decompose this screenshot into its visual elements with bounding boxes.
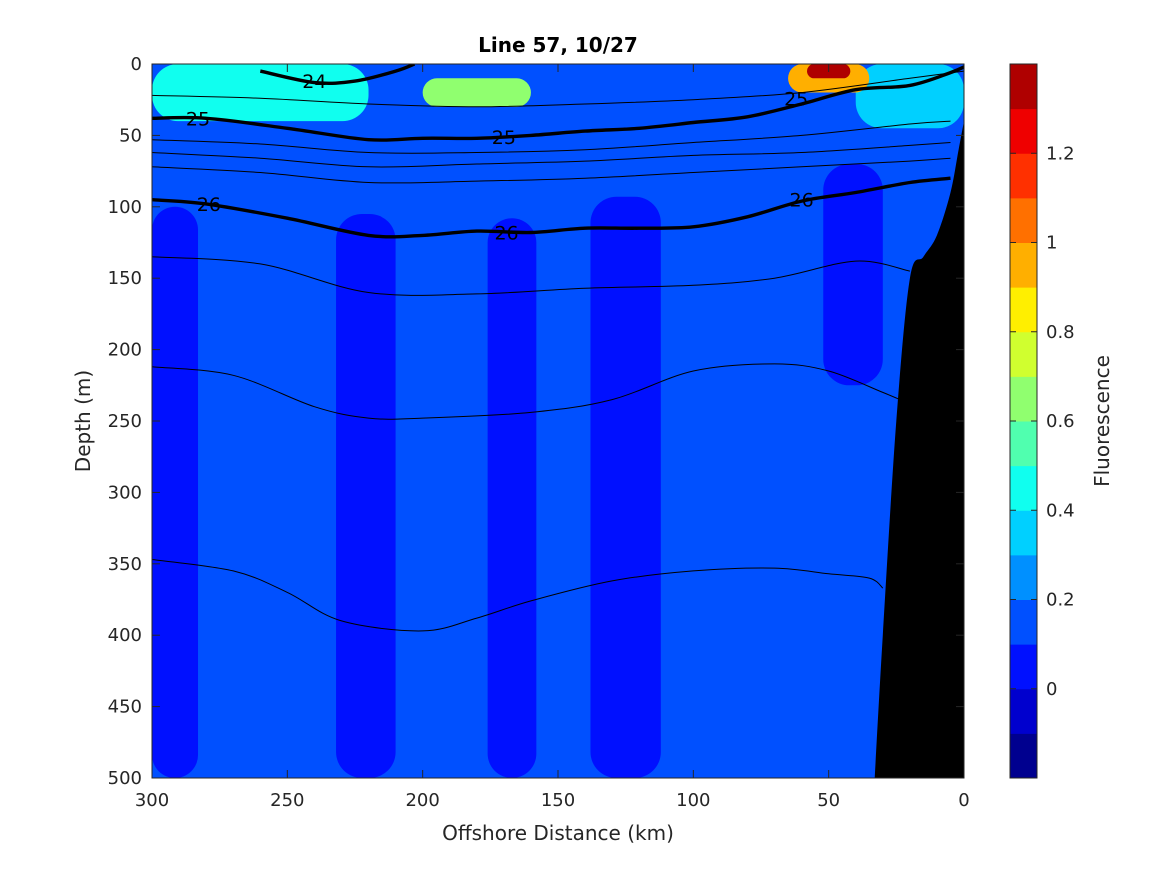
colorbar-swatch-6 <box>1010 465 1037 511</box>
colorbar-swatch-14 <box>1010 108 1037 154</box>
colorbar-swatch-1 <box>1010 688 1037 734</box>
colorbar-swatch-4 <box>1010 554 1037 600</box>
x-tick-label-6: 0 <box>958 790 969 811</box>
colorbar-tick-label-1: 0.2 <box>1046 590 1075 611</box>
colorbar-swatch-9 <box>1010 331 1037 377</box>
x-tick-label-4: 100 <box>676 790 710 811</box>
x-tick-label-1: 250 <box>270 790 304 811</box>
colorbar-swatch-5 <box>1010 510 1037 556</box>
field-region-surface-mid <box>422 78 531 107</box>
y-tick-label-0: 0 <box>131 54 142 75</box>
isopycnal-line-4 <box>152 120 951 154</box>
y-tick-label-7: 350 <box>108 554 142 575</box>
isopycnal-line-8 <box>152 363 911 420</box>
y-tick-label-4: 200 <box>108 340 142 361</box>
y-axis-label: Depth (m) <box>71 370 95 472</box>
colorbar-swatch-13 <box>1010 153 1037 199</box>
y-tick-label-6: 300 <box>108 482 142 503</box>
colorbar-tick-label-0: 0 <box>1046 679 1057 700</box>
chart-title: Line 57, 10/27 <box>478 33 638 57</box>
field-region-low-band-b <box>487 218 537 778</box>
y-tick-label-8: 400 <box>108 625 142 646</box>
colorbar-tick-label-3: 0.6 <box>1046 411 1075 432</box>
seafloor-bathymetry <box>874 121 964 778</box>
colorbar-tick-label-4: 0.8 <box>1046 322 1075 343</box>
colorbar: 0 0.2 0.4 0.6 0.8 1 1.2 <box>1009 63 1075 779</box>
field-region-nearshore <box>855 64 964 129</box>
field-region-low-west <box>152 206 199 778</box>
y-tick-label-10: 500 <box>108 768 142 789</box>
plot-area <box>152 64 964 778</box>
colorbar-swatch-12 <box>1010 197 1037 243</box>
y-tick-label-3: 150 <box>108 268 142 289</box>
isopycnal-line-9 <box>152 559 884 632</box>
colorbar-swatch-3 <box>1010 599 1037 645</box>
contour-label-4: 26 <box>197 194 221 216</box>
y-tick-label-1: 50 <box>119 125 142 146</box>
colorbar-tick-label-5: 1 <box>1046 233 1057 254</box>
colorbar-swatch-15 <box>1010 64 1037 110</box>
field-region-low-band-a <box>336 213 396 778</box>
colorbar-tick-label-2: 0.4 <box>1046 500 1075 521</box>
contour-label-3: 25 <box>784 88 808 110</box>
contour-label-2: 25 <box>492 127 516 149</box>
y-tick-label-5: 250 <box>108 411 142 432</box>
isopycnal-line-3 <box>152 70 964 108</box>
x-tick-label-0: 300 <box>135 790 169 811</box>
colorbar-label: Fluorescence <box>1090 355 1114 487</box>
contour-label-0: 24 <box>302 71 326 93</box>
colorbar-tick-label-6: 1.2 <box>1046 143 1075 164</box>
x-tick-label-2: 200 <box>405 790 439 811</box>
isopycnal-line-6 <box>152 157 951 184</box>
contour-label-5: 26 <box>494 223 518 245</box>
isopycnal-line-1 <box>152 65 964 142</box>
contour-label-1: 25 <box>186 108 210 130</box>
y-tick-label-2: 100 <box>108 197 142 218</box>
colorbar-swatch-7 <box>1010 421 1037 467</box>
y-tick-label-9: 450 <box>108 697 142 718</box>
isopycnal-line-5 <box>152 142 951 168</box>
isopycnal-line-2 <box>152 176 951 239</box>
colorbar-swatch-11 <box>1010 242 1037 288</box>
x-axis-label: Offshore Distance (km) <box>442 821 674 845</box>
contour-label-6: 26 <box>790 190 814 212</box>
colorbar-swatch-0 <box>1010 733 1037 779</box>
colorbar-swatch-2 <box>1010 644 1037 690</box>
isopycnal-line-7 <box>152 256 910 296</box>
field-region-low-band-c <box>590 196 661 778</box>
colorbar-swatch-8 <box>1010 376 1037 422</box>
colorbar-swatch-10 <box>1010 287 1037 333</box>
field-region-low-east <box>823 163 883 386</box>
x-tick-label-5: 50 <box>817 790 840 811</box>
isopycnal-line-0 <box>259 64 416 86</box>
field-region-surface-west <box>152 64 369 122</box>
x-tick-label-3: 150 <box>541 790 575 811</box>
